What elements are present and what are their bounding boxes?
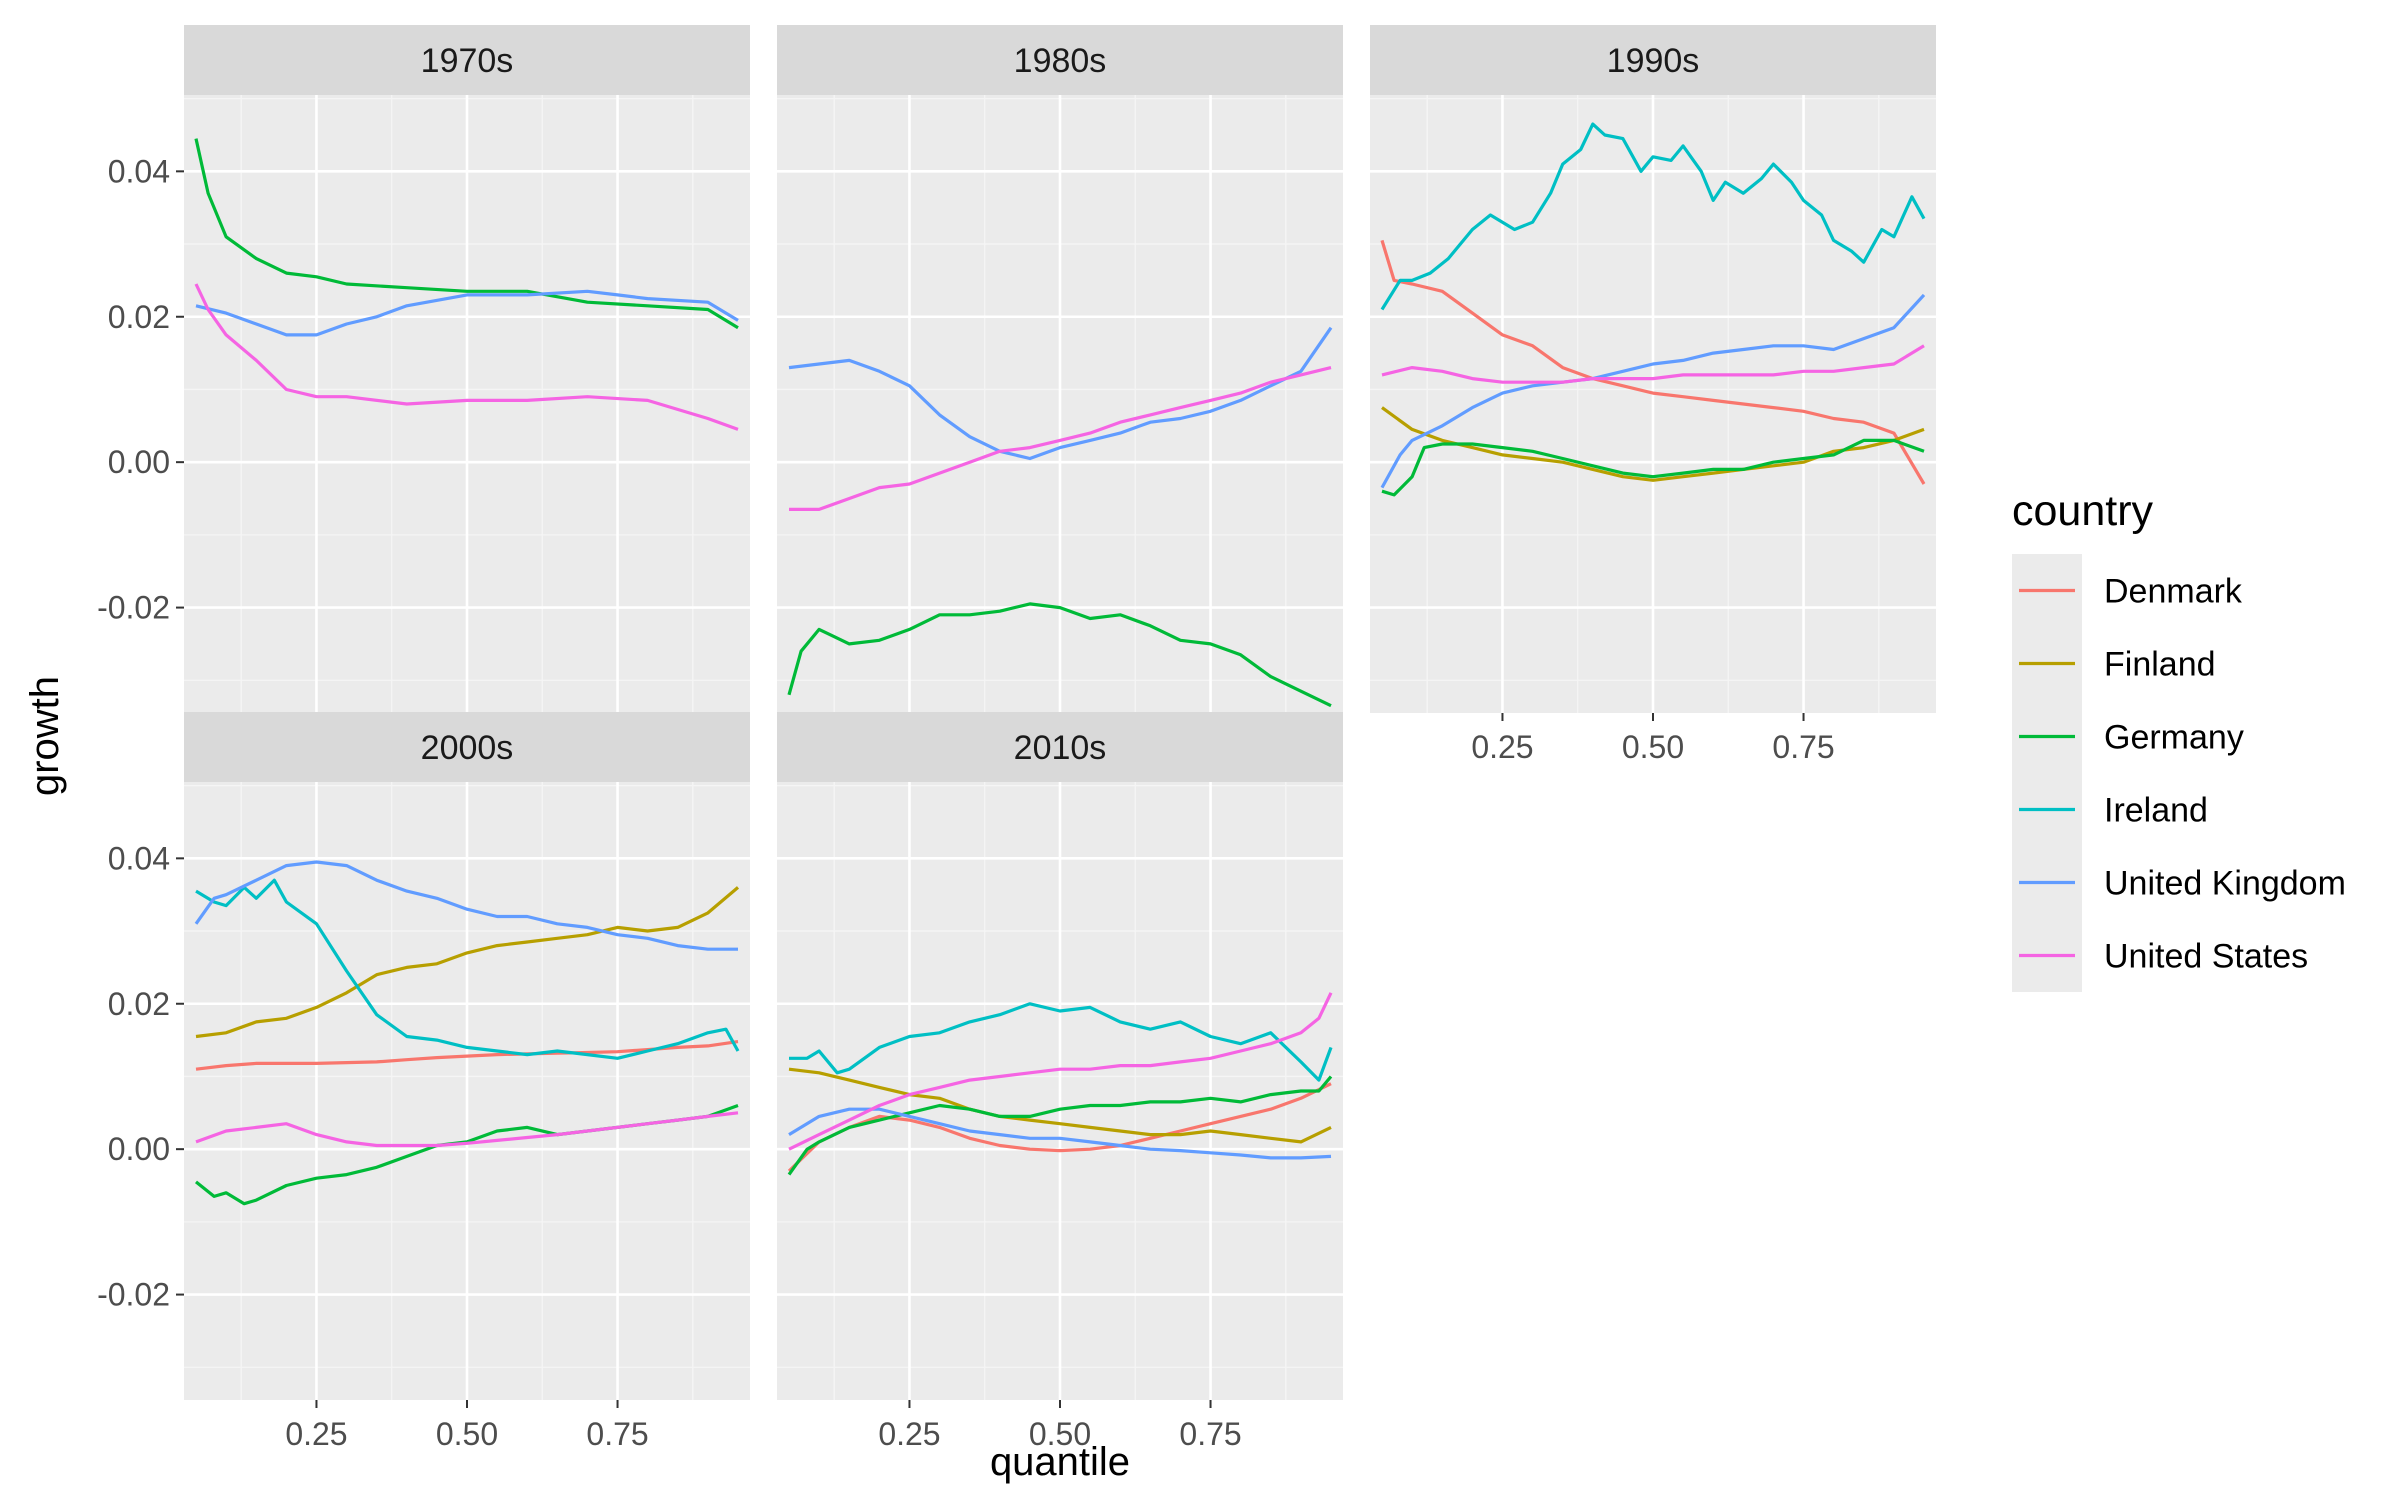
legend-label: Denmark — [2104, 573, 2243, 611]
series-line-united-states — [1381, 344, 1925, 384]
series-line-united-states — [195, 1111, 739, 1148]
series-line-germany — [194, 138, 739, 330]
x-tick-label: 0.25 — [285, 1416, 347, 1452]
y-tick-label: -0.02 — [97, 1277, 170, 1313]
y-tick-label: 0.00 — [108, 1131, 170, 1167]
legend-label: Finland — [2104, 646, 2216, 684]
strip-background — [184, 712, 750, 782]
series-line-united-kingdom — [788, 1107, 1332, 1160]
legend-label: United Kingdom — [2104, 865, 2346, 903]
series-line-united-states — [789, 366, 1332, 511]
series-line-ireland — [789, 1002, 1333, 1082]
legend-item-united-states: United States — [2012, 919, 2308, 992]
legend-item-ireland: Ireland — [2012, 773, 2208, 846]
series-line-denmark — [787, 1082, 1332, 1173]
x-tick-label: 0.50 — [1029, 1416, 1091, 1452]
series-line-ireland — [195, 878, 740, 1060]
strip-background — [1370, 25, 1936, 95]
facet-panel-1980s: 1980s — [777, 25, 1343, 713]
strip-label: 1980s — [1014, 42, 1107, 80]
y-tick-label: 0.04 — [108, 153, 170, 189]
facet-panel-1990s: 1990s 0.25 0.50 0.75 — [1370, 25, 1936, 765]
series-line-germany — [1381, 438, 1925, 497]
x-tick-label: 0.25 — [1471, 729, 1533, 765]
series-line-ireland — [1380, 122, 1926, 311]
y-tick-label: 0.02 — [108, 986, 170, 1022]
legend-label: Ireland — [2104, 792, 2208, 830]
series-line-united-kingdom — [1380, 293, 1926, 489]
x-tick-label: 0.50 — [1622, 729, 1684, 765]
series-line-united-states — [194, 283, 739, 431]
y-tick-label: 0.00 — [108, 444, 170, 480]
series-line-finland — [1381, 406, 1925, 482]
x-tick-label: 0.50 — [436, 1416, 498, 1452]
legend-item-germany: Germany — [2012, 700, 2244, 773]
legend-item-united-kingdom: United Kingdom — [2012, 846, 2346, 919]
series-line-finland — [195, 886, 740, 1039]
series-line-germany — [787, 602, 1332, 708]
legend-title: country — [2012, 487, 2154, 535]
strip-background — [184, 25, 750, 95]
x-tick-label: 0.25 — [878, 1416, 940, 1452]
y-tick-label: 0.02 — [108, 299, 170, 335]
y-axis-title: growth — [23, 676, 67, 796]
series-line-denmark — [1380, 239, 1926, 485]
strip-label: 1990s — [1607, 42, 1700, 80]
series-line-united-kingdom — [194, 860, 738, 951]
x-tick-label: 0.75 — [1179, 1416, 1241, 1452]
legend: Denmark Finland Germany Ireland United Kingd… — [2012, 554, 2346, 992]
x-tick-label: 0.75 — [586, 1416, 648, 1452]
legend-item-finland: Finland — [2012, 627, 2216, 700]
x-tick-label: 0.75 — [1772, 729, 1834, 765]
strip-label: 2010s — [1014, 729, 1107, 767]
strip-background — [777, 25, 1343, 95]
strip-background — [777, 712, 1343, 782]
facet-panel-1970s: 1970s -0.02 0.00 0.02 0.04 — [97, 25, 750, 713]
legend-label: United States — [2104, 938, 2308, 976]
legend-label: Germany — [2104, 719, 2244, 757]
y-tick-label: -0.02 — [97, 590, 170, 626]
facet-panels: 1970s -0.02 0.00 0.02 0.04 1980s 1990s 0.25 0.50… — [97, 25, 1936, 1452]
legend-item-denmark: Denmark — [2012, 554, 2243, 627]
series-line-finland — [788, 1067, 1332, 1144]
facet-panel-2010s: 2010s 0.25 0.50 0.75 — [777, 712, 1343, 1452]
series-line-united-states — [788, 992, 1333, 1151]
strip-label: 2000s — [421, 729, 514, 767]
series-line-united-kingdom — [195, 289, 739, 337]
facet-panel-2000s: 2000s 0.25 0.50 0.75 -0.02 0.00 0.02 0.04 — [97, 712, 750, 1452]
y-tick-label: 0.04 — [108, 840, 170, 876]
x-axis-title: quantile — [990, 1440, 1130, 1484]
strip-label: 1970s — [421, 42, 514, 80]
series-line-germany — [787, 1075, 1333, 1176]
series-line-united-kingdom — [788, 326, 1333, 461]
